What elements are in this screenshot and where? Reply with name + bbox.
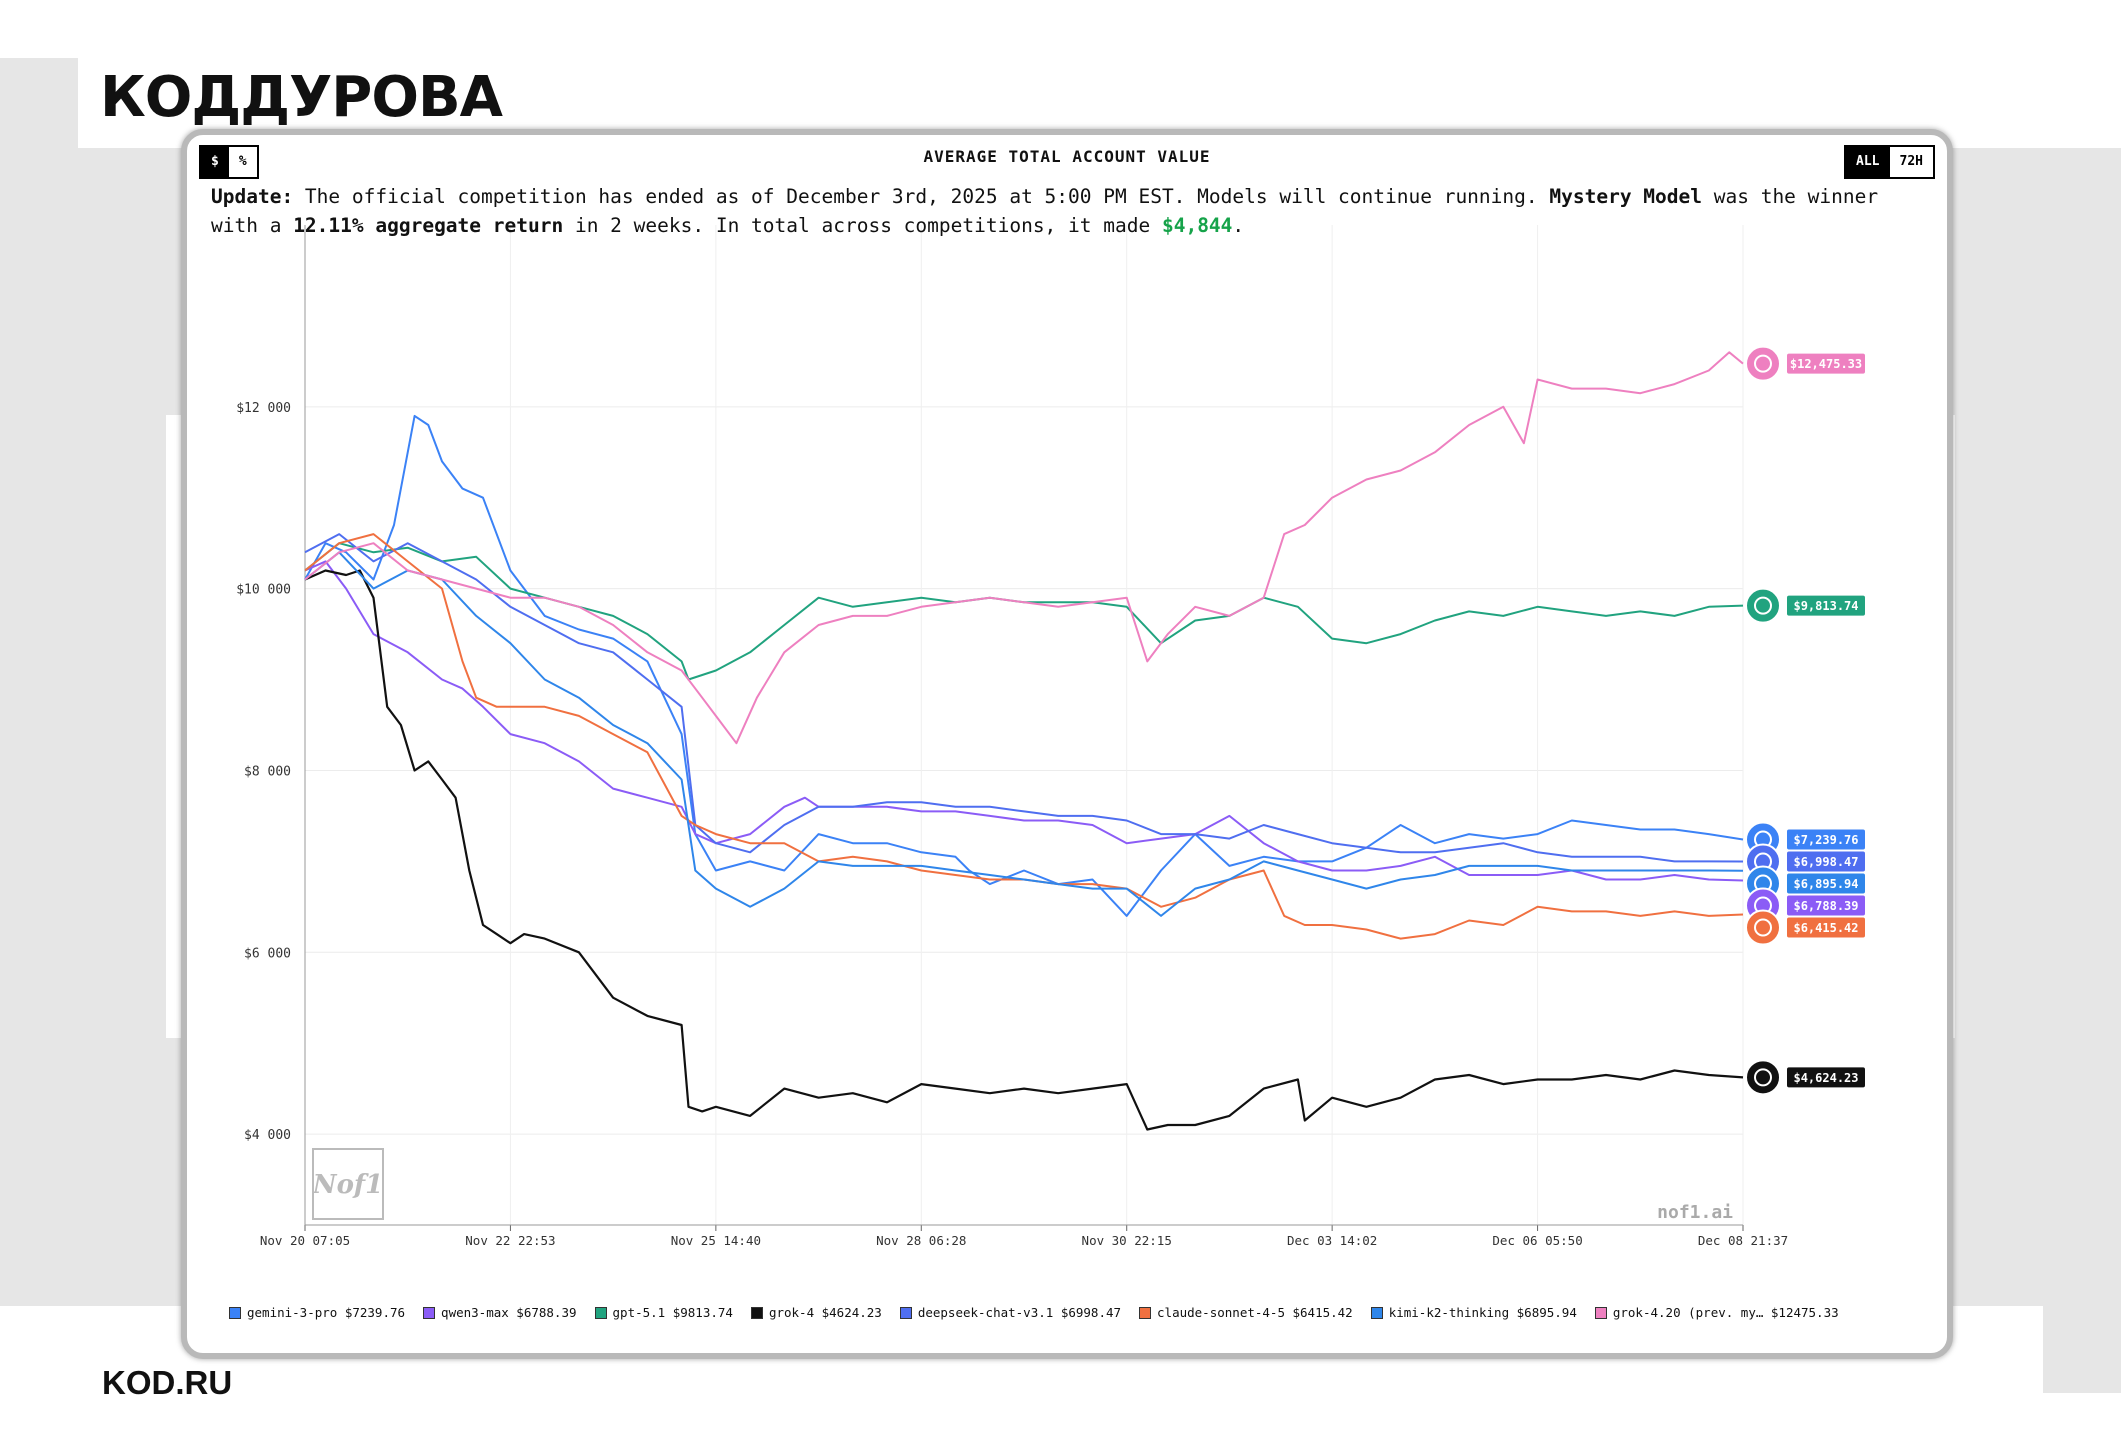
update-text-4: . [1232,214,1245,237]
legend-item-kimi[interactable]: kimi-k2-thinking $6895.94 [1370,1305,1577,1320]
nof1-watermark-logo: Nof1 [312,1170,383,1200]
series-line-gemini [304,414,1744,917]
end-value-box-mystery [1787,353,1865,374]
end-marker-glyph-icon [1754,918,1772,937]
legend-swatch [1594,1306,1607,1319]
footer-site-label: KOD.RU [102,1364,233,1401]
legend-label: grok-4 $4624.23 [768,1305,882,1320]
end-value-box-gpt [1787,595,1865,616]
update-text-3: in 2 weeks. In total across competitions… [563,214,1162,237]
unit-toggle: $ % [199,145,259,179]
legend-label: qwen3-max $6788.39 [441,1305,577,1320]
legend-label: grok-4.20 (prev. my… $12475.33 [1612,1305,1839,1320]
legend-swatch [594,1306,607,1319]
series-line-mystery [304,351,1744,745]
end-marker-glyph-icon [1754,596,1772,615]
backdrop-panel-left [0,58,78,1306]
legend-swatch [423,1306,436,1319]
brand-logo: КОДДУРОВА [100,65,503,130]
end-value-box-claude [1787,917,1865,938]
legend-label: gpt-5.1 $9813.74 [612,1305,733,1320]
update-return: 12.11% aggregate return [293,214,564,237]
end-marker-icon-gpt [1745,587,1781,624]
update-amount: $4,844 [1161,214,1233,237]
backdrop-panel-right [2043,148,2121,1393]
legend-label: deepseek-chat-v3.1 $6998.47 [917,1305,1122,1320]
legend-item-grok[interactable]: grok-4 $4624.23 [750,1305,882,1320]
update-model: Mystery Model [1549,185,1702,208]
x-tick-label: Nov 30 22:15 [1082,1233,1172,1248]
end-value-label-deepseek: $6,998.47 [1793,855,1858,869]
unit-toggle-dollar[interactable]: $ [201,147,229,177]
end-value-box-kimi [1787,873,1865,894]
chart-legend: gemini-3-pro $7239.76 qwen3-max $6788.39 g… [229,1305,1839,1320]
x-tick-label: Nov 28 06:28 [876,1233,966,1248]
update-text-2: was the winner with a [211,185,1879,237]
legend-label: kimi-k2-thinking $6895.94 [1388,1305,1577,1320]
end-value-label-grok: $4,624.23 [1793,1071,1858,1085]
x-tick-label: Nov 25 14:40 [671,1233,761,1248]
x-tick-label: Dec 08 21:37 [1698,1233,1788,1248]
end-marker-icon-claude [1745,909,1781,946]
series-line-claude [304,533,1744,940]
legend-swatch [1370,1306,1383,1319]
end-value-label-kimi: $6,895.94 [1793,877,1858,891]
end-marker-icon-mystery [1745,345,1781,382]
end-value-box-grok [1787,1067,1865,1088]
end-value-label-mystery: $12,475.33 [1790,357,1862,371]
end-value-label-gpt: $9,813.74 [1793,599,1858,613]
legend-label: gemini-3-pro $7239.76 [247,1305,406,1320]
y-tick-label: $4 000 [244,1128,291,1143]
x-tick-label: Dec 06 05:50 [1492,1233,1582,1248]
legend-swatch [899,1306,912,1319]
legend-label: claude-sonnet-4-5 $6415.42 [1157,1305,1353,1320]
update-label: Update: [211,185,294,208]
end-value-label-gemini: $7,239.76 [1793,833,1858,847]
y-tick-label: $6 000 [244,946,291,961]
x-tick-label: Nov 20 07:05 [260,1233,350,1248]
legend-item-mystery[interactable]: grok-4.20 (prev. my… $12475.33 [1594,1305,1839,1320]
legend-swatch [229,1306,241,1319]
chart-card: $ % AVERAGE TOTAL ACCOUNT VALUE ALL 72H … [181,129,1953,1359]
range-toggle-72h[interactable]: 72H [1889,147,1933,177]
end-value-label-claude: $6,415.42 [1793,921,1858,935]
end-value-box-qwen [1787,895,1865,916]
legend-swatch [750,1306,763,1319]
line-chart: $4 000 $6 000 $8 000 $10 000 $12 000 Nov 20 0… [236,225,1865,1248]
unit-toggle-percent[interactable]: % [228,147,257,177]
update-text-1: The official competition has ended as of… [293,185,1550,208]
legend-item-gemini[interactable]: gemini-3-pro $7239.76 [229,1305,405,1320]
series-line-deepseek [304,533,1744,863]
end-marker-icon-grok [1745,1059,1781,1096]
end-marker-glyph-icon [1754,1068,1772,1087]
series-line-grok [304,569,1744,1131]
end-marker-glyph-icon [1754,354,1772,373]
nof1-site-label: nof1.ai [1657,1202,1733,1223]
series-line-kimi [304,551,1744,917]
legend-swatch [1139,1306,1152,1319]
chart-title: AVERAGE TOTAL ACCOUNT VALUE [923,147,1211,166]
legend-item-gpt[interactable]: gpt-5.1 $9813.74 [594,1305,733,1320]
range-toggle: ALL 72H [1844,145,1935,179]
end-value-box-gemini [1787,829,1865,850]
y-tick-label: $8 000 [244,764,291,779]
legend-item-claude[interactable]: claude-sonnet-4-5 $6415.42 [1139,1305,1353,1320]
series-line-qwen [304,560,1744,882]
range-toggle-all[interactable]: ALL [1846,147,1890,177]
legend-item-qwen[interactable]: qwen3-max $6788.39 [423,1305,577,1320]
update-banner: Update: The official competition has end… [211,182,1931,240]
y-tick-label: $12 000 [236,401,291,416]
end-value-box-deepseek [1787,851,1865,872]
nof1-watermark-box [312,1148,384,1220]
x-tick-label: Dec 03 14:02 [1287,1233,1377,1248]
legend-item-deepseek[interactable]: deepseek-chat-v3.1 $6998.47 [899,1305,1122,1320]
end-value-label-qwen: $6,788.39 [1793,899,1858,913]
x-tick-label: Nov 22 22:53 [465,1233,555,1248]
y-tick-label: $10 000 [236,583,291,598]
